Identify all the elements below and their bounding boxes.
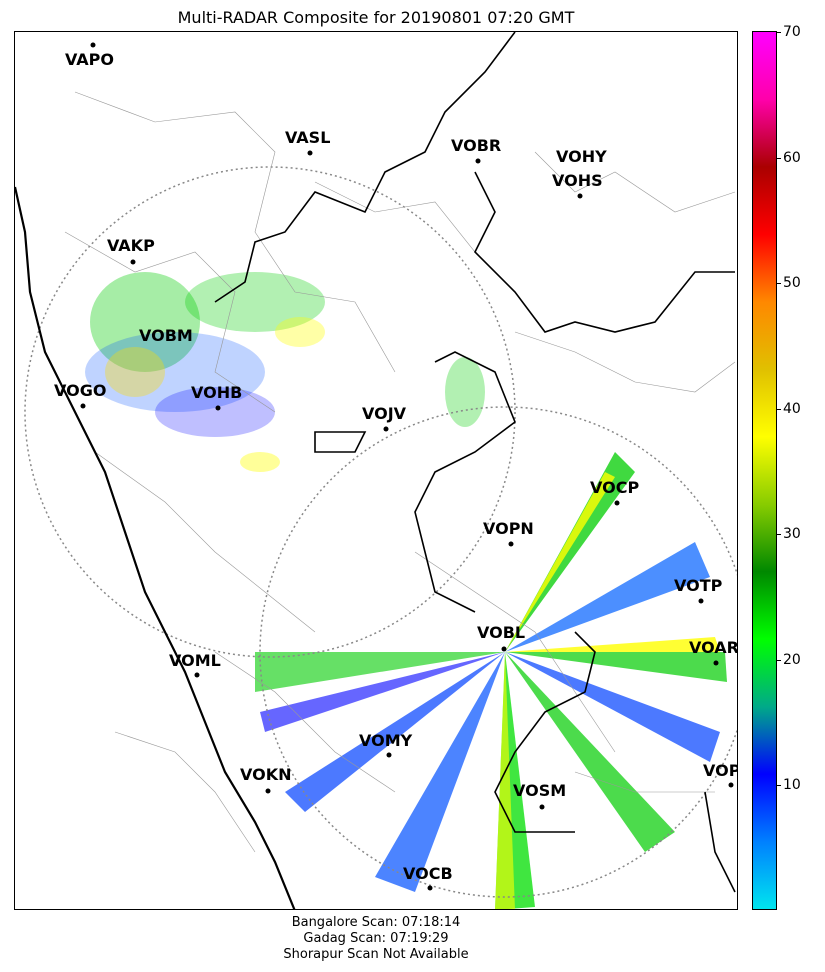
station-markers: VAPO VASL VOBR VOHY VOHS VAKP VOBM VOGO … — [54, 42, 738, 891]
colorbar-tick-20: 20 — [776, 652, 801, 668]
bangalore-radar-echoes — [255, 452, 727, 909]
map-title: Multi-RADAR Composite for 20190801 07:20… — [177, 8, 575, 27]
colorbar-tick-50: 50 — [776, 275, 801, 291]
svg-text:VOPC: VOPC — [703, 761, 738, 780]
station-vakp: VAKP — [107, 236, 155, 265]
station-vogo: VOGO — [54, 381, 106, 409]
station-vobl: VOBL — [477, 623, 525, 652]
station-vopn: VOPN — [483, 519, 534, 547]
station-vohs: VOHS — [552, 171, 603, 199]
station-vojv: VOJV — [362, 404, 407, 432]
colorbar-tick-40: 40 — [776, 401, 801, 417]
svg-text:VOPN: VOPN — [483, 519, 534, 538]
svg-text:VOAR: VOAR — [689, 638, 738, 657]
station-vohb: VOHB — [191, 383, 242, 411]
svg-text:VOBM: VOBM — [139, 326, 193, 345]
svg-text:VAPO: VAPO — [65, 50, 114, 69]
station-voml: VOML — [169, 651, 221, 678]
shorapur-scan-status: Shorapur Scan Not Available — [283, 947, 469, 962]
radar-range-rings — [24, 166, 737, 898]
station-vasl: VASL — [285, 128, 330, 156]
svg-text:VOKN: VOKN — [240, 765, 292, 784]
svg-text:VOHB: VOHB — [191, 383, 242, 402]
colorbar-tick-60: 60 — [776, 150, 801, 166]
station-vokn: VOKN — [240, 765, 292, 794]
scan-times-footer: Bangalore Scan: 07:18:14 Gadag Scan: 07:… — [14, 915, 738, 963]
radar-map-canvas: VAPO VASL VOBR VOHY VOHS VAKP VOBM VOGO … — [15, 32, 738, 909]
svg-text:VOHS: VOHS — [552, 171, 603, 190]
station-vosm: VOSM — [513, 781, 566, 810]
svg-text:VOCP: VOCP — [590, 478, 639, 497]
svg-text:VOHY: VOHY — [556, 147, 607, 166]
station-vomy: VOMY — [359, 731, 413, 758]
svg-text:VOSM: VOSM — [513, 781, 566, 800]
reflectivity-colorbar — [752, 31, 777, 910]
state-boundaries — [214, 32, 736, 893]
svg-text:VOJV: VOJV — [362, 404, 407, 423]
colorbar-tick-70: 70 — [776, 24, 801, 40]
station-vocb: VOCB — [403, 864, 453, 891]
gadag-scan-time: Gadag Scan: 07:19:29 — [303, 931, 449, 946]
radar-map: VAPO VASL VOBR VOHY VOHS VAKP VOBM VOGO … — [14, 31, 738, 910]
station-vobm: VOBM — [139, 326, 193, 345]
svg-text:VAKP: VAKP — [107, 236, 155, 255]
svg-text:VASL: VASL — [285, 128, 330, 147]
svg-text:VOMY: VOMY — [359, 731, 413, 750]
gadag-radar-echoes — [85, 272, 485, 472]
station-vohy: VOHY — [556, 147, 607, 166]
svg-text:VOTP: VOTP — [674, 576, 723, 595]
svg-text:VOML: VOML — [169, 651, 221, 670]
coastline — [15, 186, 296, 909]
svg-text:VOBR: VOBR — [451, 136, 501, 155]
bangalore-scan-time: Bangalore Scan: 07:18:14 — [291, 915, 461, 930]
svg-text:VOCB: VOCB — [403, 864, 453, 883]
station-vobr: VOBR — [451, 136, 501, 164]
station-vopc: VOPC — [703, 761, 738, 788]
station-vapo: VAPO — [65, 42, 114, 69]
svg-text:VOGO: VOGO — [54, 381, 106, 400]
station-vocp: VOCP — [590, 478, 639, 506]
colorbar-tick-10: 10 — [776, 777, 801, 793]
station-voar: VOAR — [689, 638, 738, 666]
station-votp: VOTP — [674, 576, 723, 604]
svg-text:VOBL: VOBL — [477, 623, 525, 642]
district-boundaries — [64, 91, 736, 853]
colorbar-tick-30: 30 — [776, 526, 801, 542]
